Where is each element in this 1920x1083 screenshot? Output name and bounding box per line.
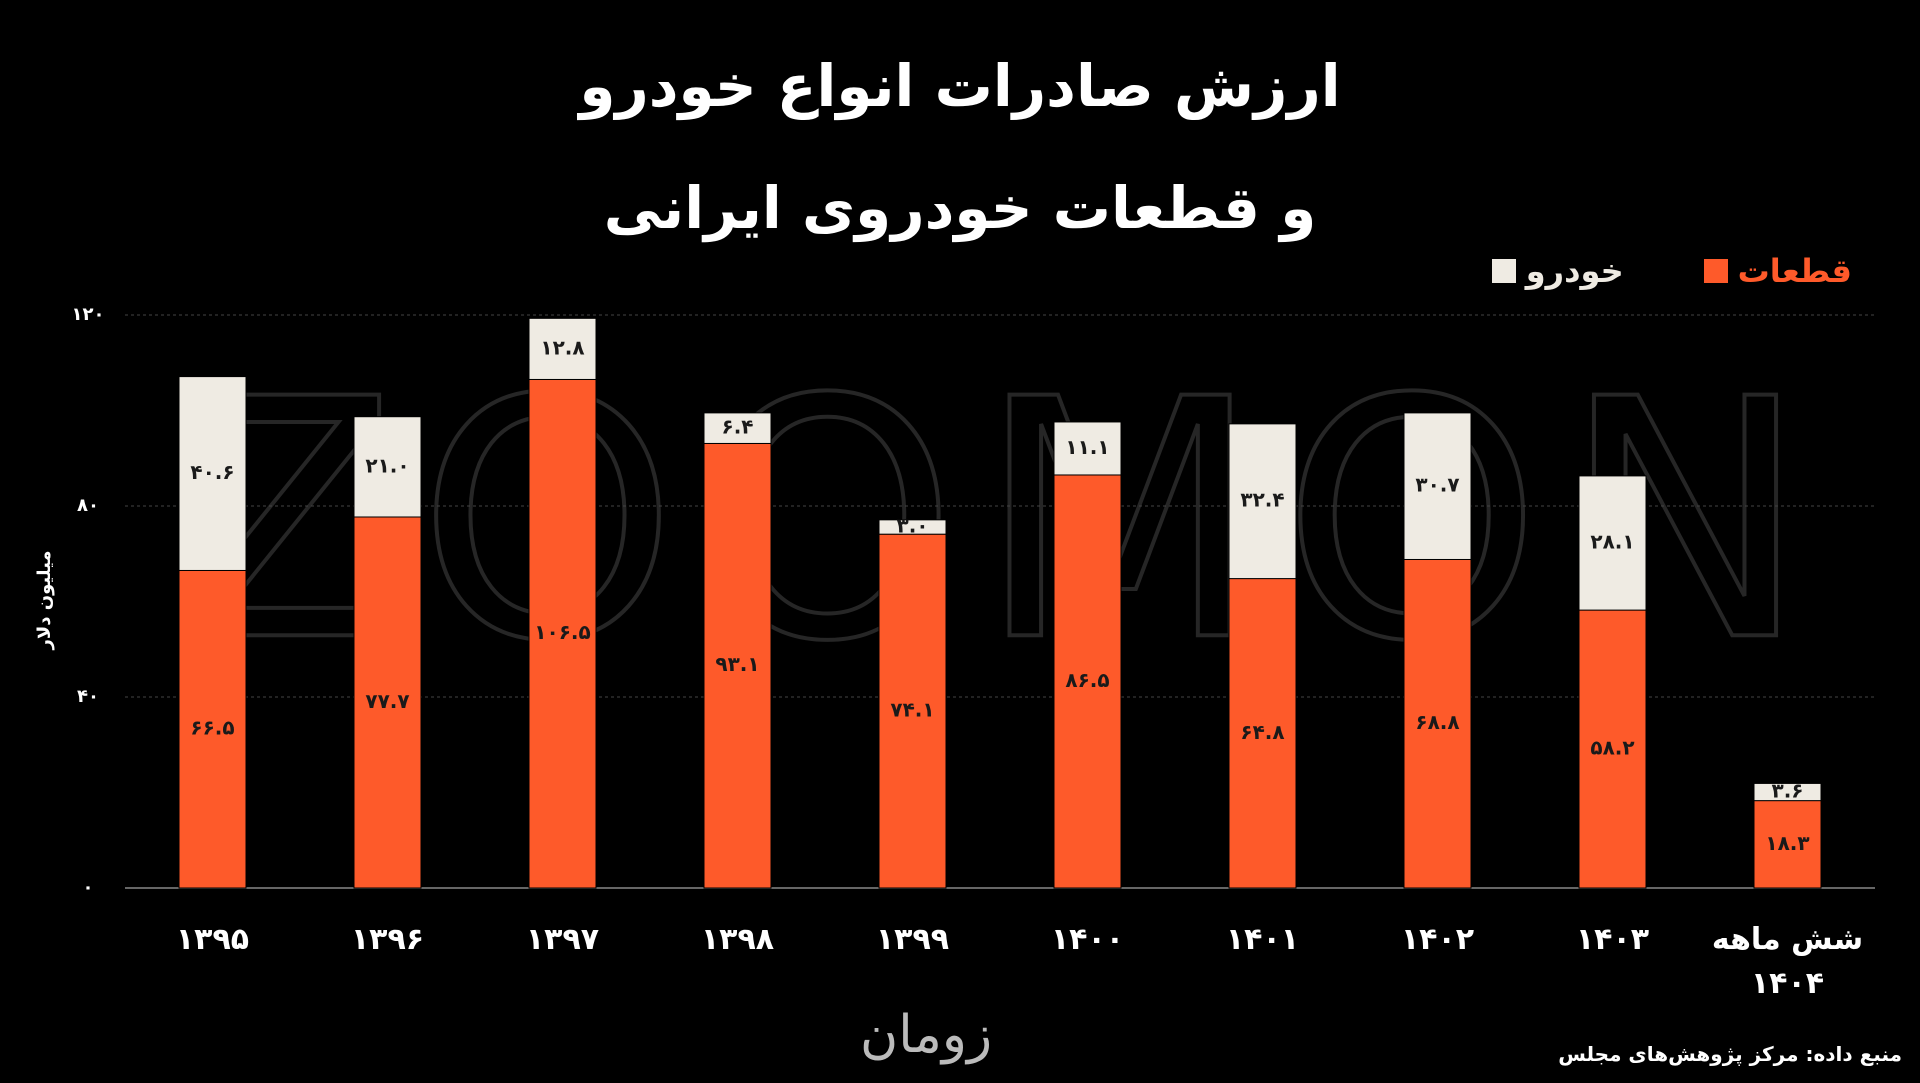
value-label: ۸۶.۵ <box>1065 668 1109 692</box>
value-label: ۶.۴ <box>721 415 753 439</box>
legend-swatch <box>1491 259 1516 283</box>
value-label: ۹۳.۱ <box>715 652 759 676</box>
chart-subtitle: و قطعات خودروی ایرانی <box>603 174 1317 242</box>
value-label: ۱۰۶.۵ <box>534 620 590 644</box>
value-label: ۷۴.۱ <box>890 698 934 722</box>
value-label: ۱۱.۱ <box>1065 435 1109 459</box>
legend-label: خودرو <box>1525 252 1624 290</box>
bar-segment <box>1403 412 1472 560</box>
value-label: ۵۸.۲ <box>1590 736 1634 760</box>
x-tick-label: ۱۴۰۲ <box>1400 922 1475 957</box>
bar-segment <box>1753 800 1822 889</box>
x-tick-label: ۱۳۹۹ <box>875 922 950 957</box>
bar-segment <box>878 533 947 889</box>
legend-item: خودرو <box>1491 252 1624 290</box>
x-tick-label: ۱۴۰۱ <box>1225 922 1300 957</box>
x-tick-label: ۱۳۹۷ <box>525 922 600 957</box>
y-tick-label: ۱۲۰ <box>72 304 105 325</box>
bar-segment <box>528 317 597 380</box>
bar-segment <box>1228 423 1297 580</box>
value-label: ۳.۶ <box>1771 779 1803 803</box>
value-label: ۶۴.۸ <box>1240 720 1284 744</box>
legend-label: قطعات <box>1737 252 1852 290</box>
value-label: ۲۱.۰ <box>365 453 409 477</box>
bar-segment <box>528 378 597 889</box>
bar-segment <box>703 412 772 444</box>
y-tick-label: ۸۰ <box>77 495 99 516</box>
value-label: ۲۸.۱ <box>1590 530 1634 554</box>
y-axis-label: میلیون دلار <box>34 550 55 650</box>
bar-segment <box>1053 421 1122 476</box>
bar-segment <box>1578 609 1647 889</box>
bar-segment <box>1053 474 1122 889</box>
y-tick-label: ۴۰ <box>77 686 99 707</box>
chart-title: ارزش صادرات انواع خودرو <box>579 52 1341 120</box>
value-label: ۳۲.۴ <box>1240 488 1284 512</box>
bar-segment <box>1578 475 1647 611</box>
bar-segment <box>1753 782 1822 802</box>
value-label: ۳۰.۷ <box>1415 473 1459 497</box>
value-label: ۱۲.۸ <box>540 335 584 359</box>
x-tick-label: ۱۴۰۳ <box>1575 922 1650 957</box>
legend-swatch <box>1703 259 1728 283</box>
x-tick-label: ۱۳۹۶ <box>350 922 425 957</box>
legend-item: قطعات <box>1703 252 1852 290</box>
value-label: ۴۰.۶ <box>190 460 234 484</box>
bar-segment <box>178 376 247 571</box>
legend: قطعات خودرو <box>1491 252 1852 290</box>
bar-segment <box>878 519 947 535</box>
bar-segment <box>353 416 422 518</box>
x-tick-label: ۱۳۹۸ <box>700 922 775 957</box>
value-label: ۶۶.۵ <box>190 716 234 740</box>
value-label: ۳.۰ <box>896 514 928 538</box>
bar-segment <box>1403 558 1472 889</box>
bar-segment <box>178 569 247 889</box>
bar-segment <box>1228 578 1297 889</box>
x-tick-label: ۱۳۹۵ <box>175 922 250 957</box>
value-label: ۱۸.۳ <box>1765 831 1809 855</box>
y-tick-label: ۰ <box>83 877 94 898</box>
logo: زومان <box>860 1005 993 1065</box>
value-label: ۶۸.۸ <box>1415 710 1459 734</box>
source: منبع داده: مرکز پژوهش‌های مجلس <box>1558 1042 1902 1066</box>
watermark: ZOOMON <box>172 329 1829 713</box>
x-tick-label: ۱۴۰۰ <box>1050 922 1125 957</box>
value-label: ۷۷.۷ <box>365 689 409 713</box>
bar-segment <box>353 516 422 889</box>
x-tick-label: شش ماهه ۱۴۰۴ <box>1711 922 1864 1001</box>
